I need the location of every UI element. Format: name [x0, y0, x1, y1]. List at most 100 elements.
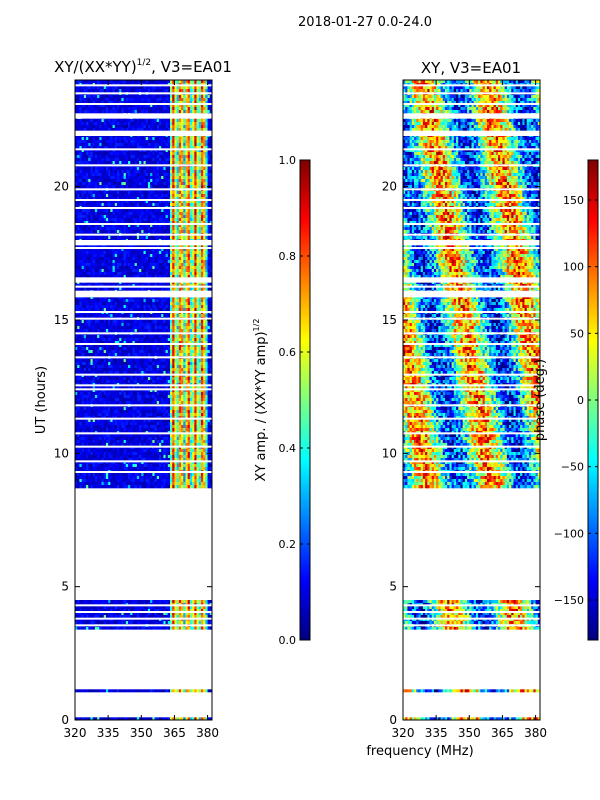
y-tick-label: 20: [382, 180, 397, 194]
amplitude-panel-title: XY/(XX*YY)1/2, V3=EA01: [54, 58, 232, 76]
gap-line: [75, 188, 212, 191]
gap-line: [403, 417, 540, 420]
x-tick-label: 350: [458, 726, 481, 740]
amplitude-axes: 320 335 350 365 380 0 5 10 15 20: [54, 79, 219, 740]
gap-line: [403, 373, 540, 376]
colorbar-tick-label: 50: [570, 327, 584, 340]
gap-line: [403, 317, 540, 320]
gap-line: [75, 285, 212, 288]
gap-line: [75, 617, 212, 620]
amplitude-title-rest: , V3=EA01: [151, 58, 232, 76]
phase-colorbar-ticks: −150 −100 −50 0 50 100 150: [554, 194, 598, 607]
phase-heatmap: [403, 80, 540, 720]
gap-band: [75, 113, 212, 119]
colorbar-tick-label: −50: [561, 461, 584, 474]
gap-line: [75, 332, 212, 335]
gap-line: [75, 148, 212, 151]
gap-line: [403, 404, 540, 407]
gap-line: [75, 384, 212, 387]
gap-line: [75, 417, 212, 420]
gap-line: [403, 164, 540, 167]
gap-line: [403, 611, 540, 613]
gap-line: [403, 223, 540, 225]
gap-line: [75, 471, 212, 473]
gap-line: [403, 207, 540, 209]
gap-line: [403, 84, 540, 87]
gap-line: [75, 404, 212, 407]
gap-line: [75, 388, 212, 391]
gap-line: [75, 207, 212, 209]
gap-line: [403, 188, 540, 191]
y-tick-label: 15: [382, 313, 397, 327]
x-tick-label: 365: [491, 726, 514, 740]
gap-line: [75, 707, 212, 709]
colorbar-tick-label: 150: [563, 194, 584, 207]
y-tick-label: 5: [61, 580, 69, 594]
colorbar-tick-label: 100: [563, 261, 584, 274]
gap-band: [403, 277, 540, 283]
colorbar-tick-label: 0.0: [279, 634, 297, 647]
amplitude-heatmap: [75, 80, 212, 720]
gap-band: [75, 130, 212, 136]
x-tick-label: 380: [524, 726, 547, 740]
colorbar-tick-label: 1.0: [279, 154, 297, 167]
gap-line: [403, 285, 540, 288]
gap-line: [403, 384, 540, 387]
gap-line: [403, 460, 540, 463]
gap-line: [403, 624, 540, 627]
phase-colorbar: −150 −100 −50 0 50 100 150 phase (deg.): [533, 159, 599, 641]
gap-line: [75, 103, 212, 105]
gap-band: [403, 113, 540, 119]
phase-axes: 320 335 350 365 380 0 5 10 15 20: [382, 79, 547, 740]
gap-line: [75, 311, 212, 313]
amplitude-colorbar: 0.0 0.2 0.4 0.6 0.8 1.0 XY amp. / (XX*YY amp)…: [252, 154, 311, 647]
gap-line: [75, 432, 212, 435]
amplitude-colorbar-label-main: XY amp. / (XX*YY amp): [254, 331, 269, 481]
y-tick-label: 10: [382, 446, 397, 460]
gap-band: [403, 130, 540, 136]
y-tick-label: 5: [389, 580, 397, 594]
gap-line: [403, 247, 540, 249]
y-tick-label: 20: [54, 180, 69, 194]
x-tick-label: 320: [392, 726, 415, 740]
amplitude-colorbar-gradient: [299, 159, 311, 641]
x-tick-label: 335: [425, 726, 448, 740]
figure-suptitle: 2018-01-27 0.0-24.0: [298, 15, 432, 30]
gap-band: [75, 290, 212, 298]
y-tick-label: 0: [389, 713, 397, 727]
colorbar-tick-label: 0.6: [279, 346, 297, 359]
gap-line: [75, 317, 212, 320]
gap-line: [403, 445, 540, 448]
gap-line: [403, 707, 540, 709]
amplitude-colorbar-ticks: 0.0 0.2 0.4 0.6 0.8 1.0: [279, 154, 310, 647]
colorbar-tick-label: 0: [577, 394, 584, 407]
amplitude-colorbar-label-sup: 1/2: [252, 319, 261, 332]
amplitude-colorbar-label: XY amp. / (XX*YY amp)1/2: [252, 319, 269, 482]
colorbar-tick-label: 0.2: [279, 538, 297, 551]
gap-line: [403, 92, 540, 95]
gap-line: [403, 604, 540, 607]
y-tick-label: 15: [54, 313, 69, 327]
gap-line: [75, 164, 212, 167]
y-tick-label: 0: [61, 713, 69, 727]
gap-line: [75, 373, 212, 376]
axes-frame: [402, 79, 541, 721]
gap-band: [403, 290, 540, 298]
gap-line: [75, 624, 212, 627]
gap-line: [75, 356, 212, 359]
x-tick-label: 350: [130, 726, 153, 740]
colorbar-tick-label: −150: [554, 594, 584, 607]
x-tick-label: 335: [97, 726, 120, 740]
gap-line: [403, 343, 540, 345]
gap-line: [75, 460, 212, 463]
shared-xlabel: frequency (MHz): [366, 744, 473, 759]
amplitude-title-main: XY/(XX*YY): [54, 58, 137, 76]
gap-line: [75, 343, 212, 345]
gap-band: [75, 240, 212, 246]
x-tick-label: 365: [163, 726, 186, 740]
axes-frame: [74, 79, 213, 721]
gap-line: [403, 103, 540, 105]
gap-line: [75, 445, 212, 448]
gap-line: [75, 247, 212, 249]
